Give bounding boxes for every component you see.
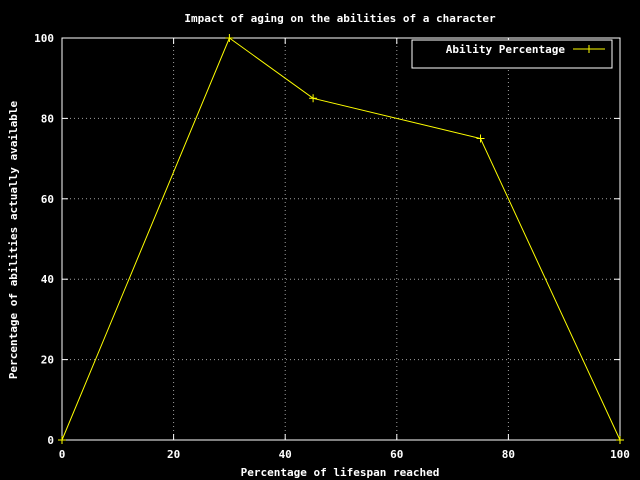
y-tick-label: 60 xyxy=(41,193,54,206)
y-tick-label: 80 xyxy=(41,112,54,125)
x-tick-label: 80 xyxy=(502,448,515,461)
x-tick-label: 0 xyxy=(59,448,66,461)
y-tick-label: 40 xyxy=(41,273,54,286)
x-axis-label: Percentage of lifespan reached xyxy=(241,466,440,479)
x-tick-label: 100 xyxy=(610,448,630,461)
plot-frame xyxy=(61,37,621,441)
legend-label: Ability Percentage xyxy=(446,43,566,56)
y-tick-label: 100 xyxy=(34,32,54,45)
data-point-marker xyxy=(309,94,318,103)
data-point-marker xyxy=(616,436,624,444)
data-point-marker xyxy=(58,436,66,444)
legend: Ability Percentage xyxy=(411,39,613,69)
x-tick-label: 20 xyxy=(167,448,180,461)
x-tick-label: 40 xyxy=(279,448,292,461)
data-point-marker xyxy=(225,34,234,42)
y-tick-label: 0 xyxy=(47,434,54,447)
legend-marker xyxy=(585,45,593,53)
series-layer xyxy=(58,34,624,444)
y-axis-label: Percentage of abilities actually availab… xyxy=(7,101,20,380)
y-tick-label: 20 xyxy=(41,354,54,367)
legend-box xyxy=(411,39,613,69)
grid-layer xyxy=(62,38,620,440)
chart-title: Impact of aging on the abilities of a ch… xyxy=(184,12,496,25)
x-tick-label: 60 xyxy=(390,448,403,461)
data-point-marker xyxy=(476,134,485,143)
